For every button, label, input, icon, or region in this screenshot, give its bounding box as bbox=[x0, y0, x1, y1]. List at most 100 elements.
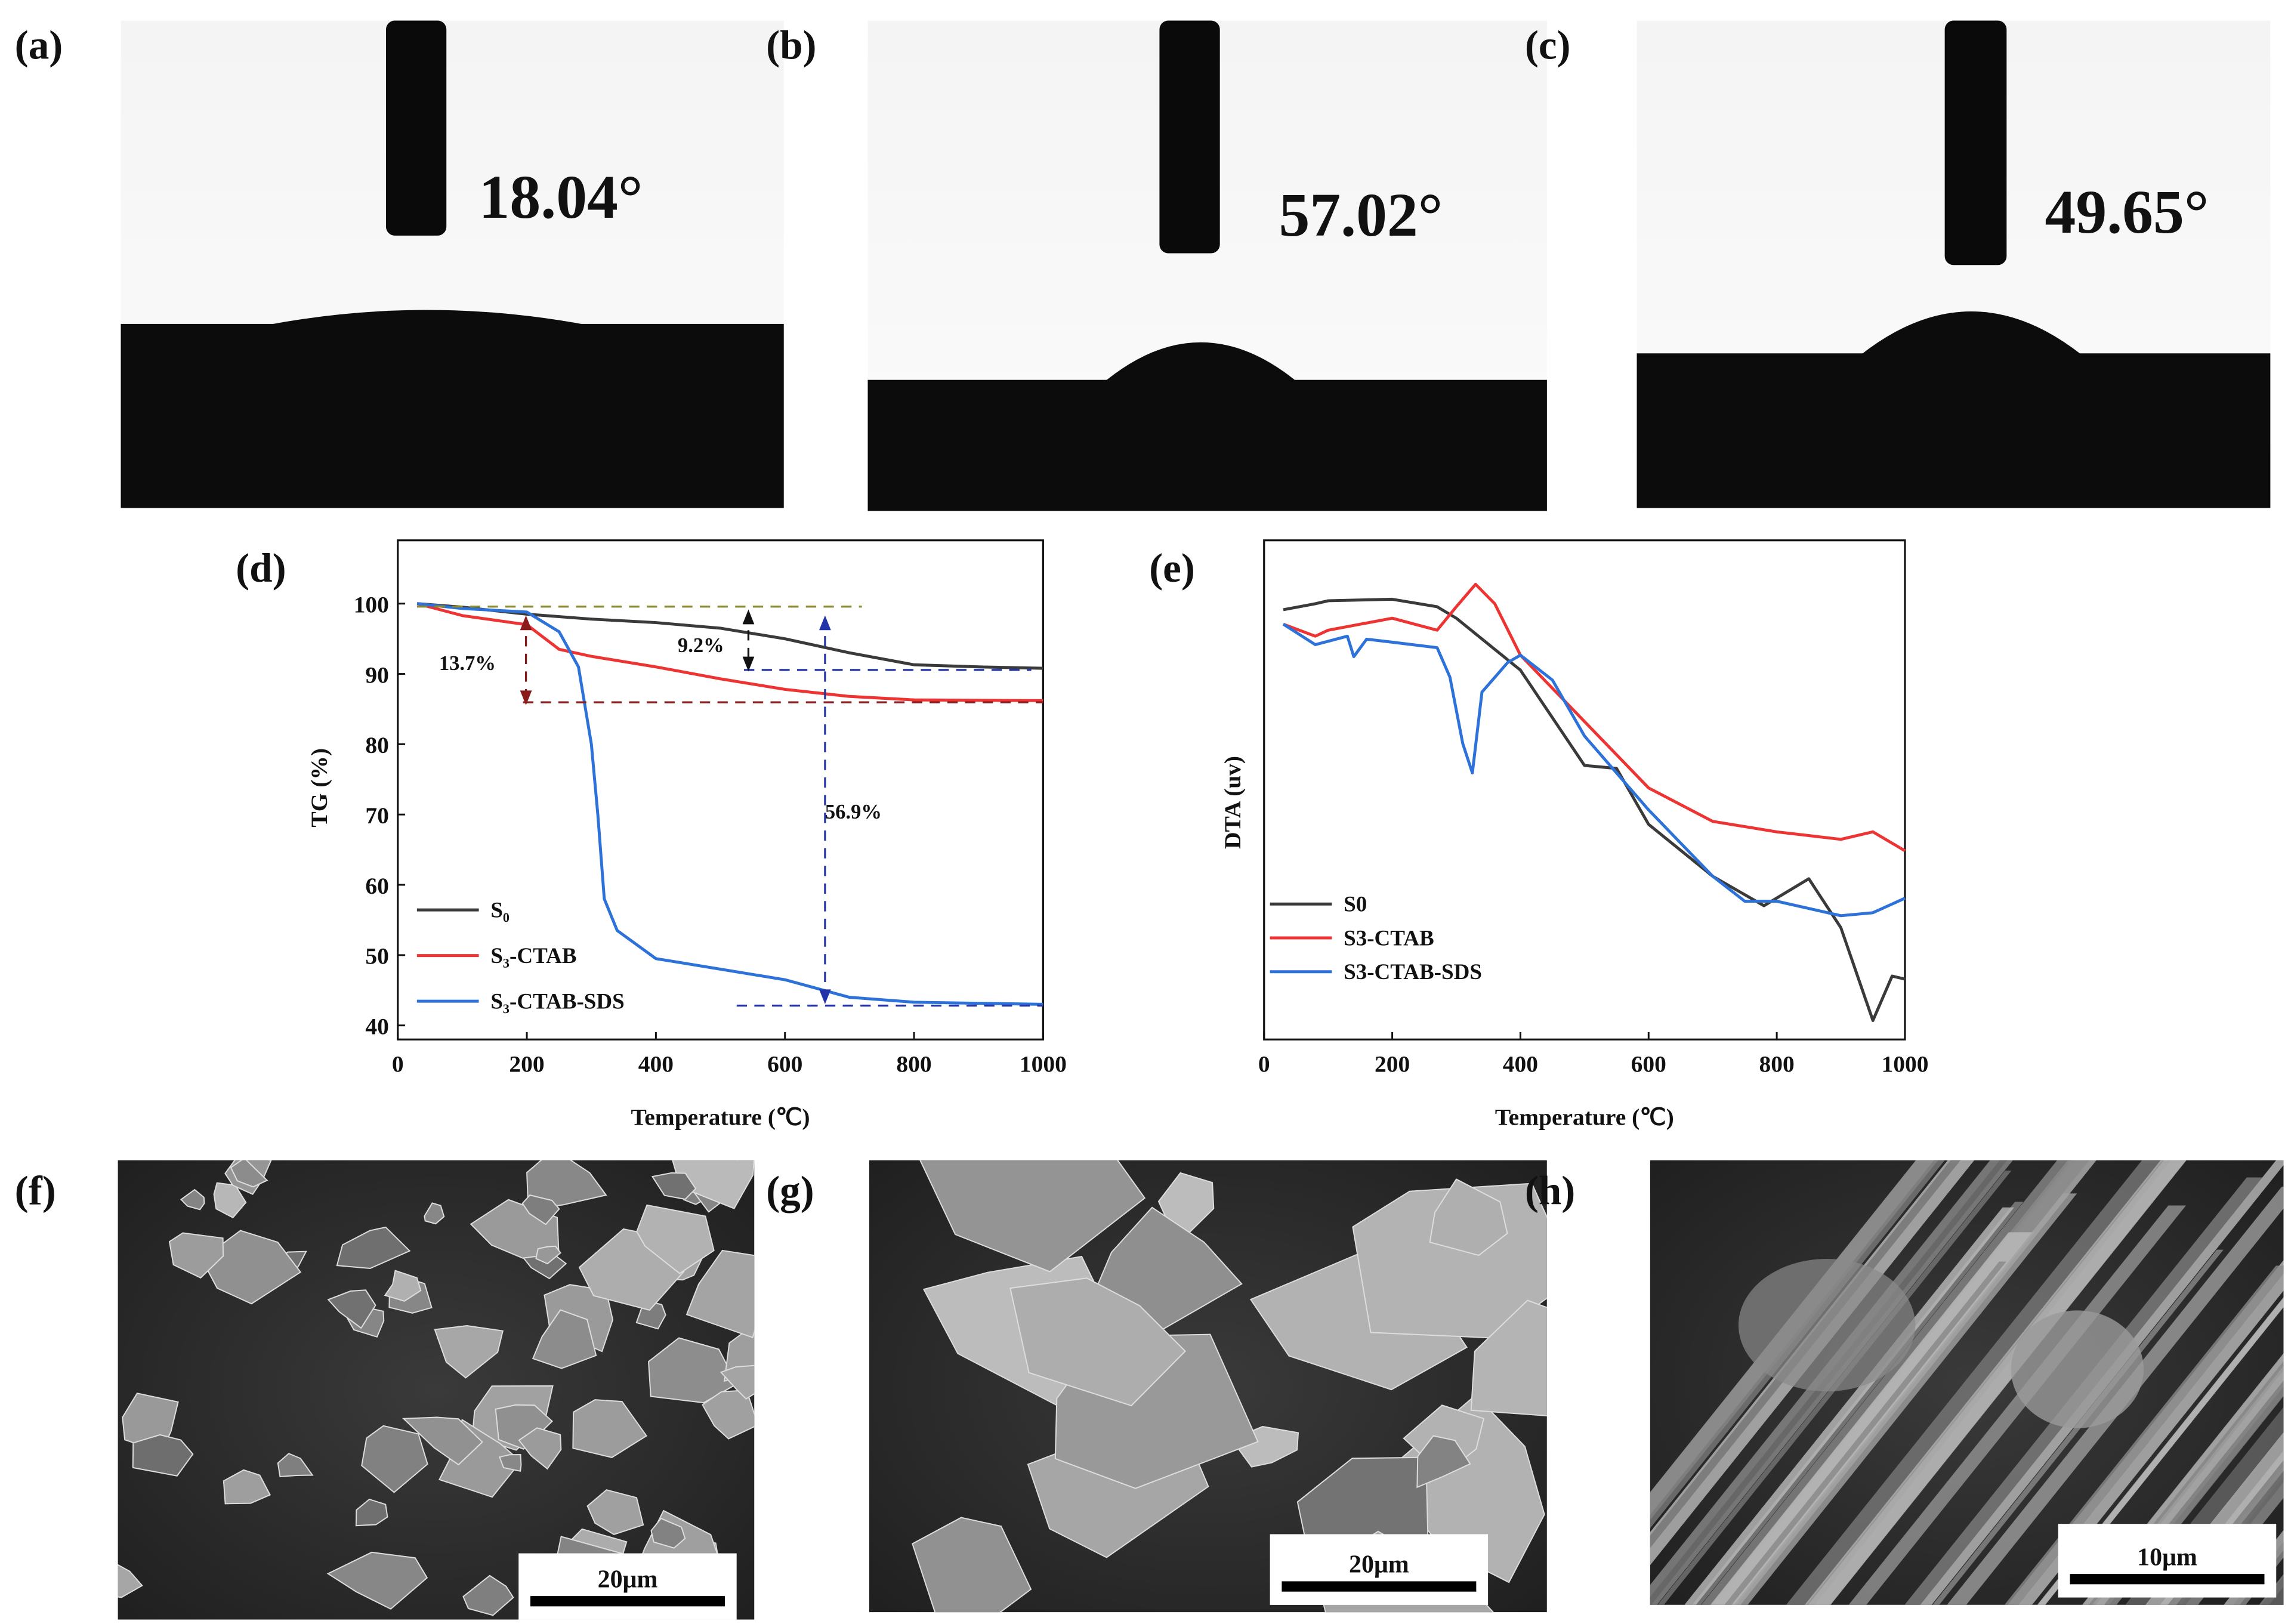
particle bbox=[518, 1427, 562, 1470]
legend-label: S0 bbox=[1344, 893, 1367, 917]
fiber bbox=[1684, 1207, 2014, 1605]
cluster bbox=[1738, 1258, 1916, 1392]
scale-bar-label: 10μm bbox=[2137, 1543, 2197, 1571]
arrow bbox=[520, 690, 532, 706]
particle bbox=[651, 1172, 697, 1200]
scale-bar-box bbox=[518, 1553, 737, 1620]
sem-image: 20μm bbox=[869, 1160, 1547, 1613]
x-tick-label: 600 bbox=[1631, 1051, 1666, 1077]
arrow bbox=[742, 609, 755, 625]
arrow bbox=[520, 615, 532, 631]
annotation: 13.7% bbox=[439, 652, 496, 675]
sem-image: 10μm bbox=[1650, 1160, 2284, 1605]
x-tick-label: 0 bbox=[392, 1051, 404, 1077]
needle bbox=[1944, 20, 2007, 265]
series-line bbox=[416, 602, 1043, 670]
particle bbox=[532, 1309, 597, 1369]
panel-label: (g) bbox=[766, 1168, 814, 1214]
x-axis-label: Temperature (℃) bbox=[631, 1104, 810, 1130]
particle bbox=[672, 1160, 755, 1209]
plot-frame bbox=[1263, 539, 1906, 1041]
particle bbox=[912, 1517, 1032, 1613]
particle bbox=[223, 1469, 271, 1505]
particle bbox=[434, 1325, 504, 1379]
fiber bbox=[1786, 1160, 2163, 1605]
particle bbox=[424, 1202, 445, 1225]
x-tick-label: 400 bbox=[638, 1051, 674, 1077]
particle bbox=[499, 1453, 522, 1472]
fiber bbox=[1808, 1160, 2182, 1605]
y-axis-label: DTA (uv) bbox=[1219, 756, 1246, 849]
tg-arrows bbox=[520, 609, 831, 1005]
substrate bbox=[121, 323, 784, 508]
x-axis-label: Temperature (℃) bbox=[1495, 1104, 1674, 1130]
particle bbox=[327, 1289, 376, 1329]
particle bbox=[1470, 1299, 1547, 1417]
particle bbox=[462, 1574, 514, 1616]
panel-label: (e) bbox=[1149, 545, 1195, 591]
particle bbox=[168, 1232, 224, 1279]
substrate bbox=[1637, 353, 2271, 508]
legend-label: S₀ bbox=[490, 898, 510, 922]
droplet bbox=[265, 310, 589, 326]
particle bbox=[648, 1337, 738, 1404]
particle bbox=[132, 1434, 194, 1477]
panel-label: (c) bbox=[1525, 22, 1571, 68]
particle bbox=[650, 1517, 686, 1549]
particle bbox=[230, 1160, 268, 1188]
content: (a) 18.04° (b) 57.02° (c) 49.65° 20μm (f) 20μm (g… bbox=[15, 20, 2284, 1620]
fiber bbox=[2261, 1576, 2284, 1605]
particle bbox=[521, 1194, 560, 1225]
annotation: 56.9% bbox=[825, 801, 882, 823]
sem-content bbox=[118, 1160, 755, 1620]
contact-angle: 49.65° bbox=[2045, 178, 2209, 246]
x-tick-label: 1000 bbox=[1881, 1051, 1928, 1077]
plot-frame bbox=[397, 539, 1044, 1041]
legend-label: S3-CTAB-SDS bbox=[1344, 960, 1482, 984]
particle bbox=[919, 1160, 1146, 1273]
scale-bar bbox=[530, 1596, 725, 1607]
x-tick-label: 400 bbox=[1503, 1051, 1538, 1077]
particle bbox=[586, 1489, 644, 1536]
y-axis-label: TG (%) bbox=[306, 748, 332, 828]
y-tick-label: 50 bbox=[365, 943, 388, 970]
particle bbox=[526, 1160, 607, 1211]
y-tick-label: 40 bbox=[365, 1014, 388, 1040]
particle bbox=[402, 1416, 483, 1466]
series-line bbox=[1282, 623, 1906, 918]
x-tick-label: 200 bbox=[1375, 1051, 1410, 1077]
particle bbox=[572, 1399, 647, 1458]
particle bbox=[495, 1404, 553, 1450]
particle bbox=[636, 1204, 715, 1274]
y-tick-label: 60 bbox=[365, 873, 388, 899]
panel-label: (a) bbox=[15, 22, 63, 68]
needle bbox=[1159, 20, 1220, 254]
needle bbox=[385, 20, 447, 236]
particle bbox=[1429, 1178, 1508, 1256]
particle bbox=[180, 1188, 205, 1211]
contact-angle: 57.02° bbox=[1279, 181, 1443, 249]
panel-label: (b) bbox=[766, 22, 816, 68]
particle bbox=[336, 1226, 411, 1270]
legend-label: S₃-CTAB bbox=[490, 944, 576, 968]
x-tick-label: 1000 bbox=[1020, 1051, 1067, 1077]
particle bbox=[686, 1249, 755, 1339]
particle bbox=[1009, 1277, 1187, 1407]
cluster bbox=[2011, 1310, 2144, 1428]
arrow bbox=[819, 615, 831, 631]
substrate bbox=[867, 379, 1547, 511]
y-tick-label: 90 bbox=[365, 662, 388, 688]
droplet bbox=[1860, 311, 2082, 355]
particle bbox=[118, 1564, 143, 1598]
fiber bbox=[2037, 1296, 2284, 1605]
scale-bar-label: 20μm bbox=[598, 1566, 658, 1593]
particle bbox=[277, 1453, 314, 1478]
sem-content bbox=[869, 1160, 1547, 1613]
panel-label: (f) bbox=[15, 1168, 56, 1214]
x-tick-label: 800 bbox=[896, 1051, 931, 1077]
fiber bbox=[1724, 1261, 2006, 1605]
droplet bbox=[1105, 342, 1297, 382]
particle bbox=[326, 1551, 428, 1610]
series-line bbox=[416, 602, 1043, 702]
scale-bar bbox=[1282, 1581, 1477, 1592]
